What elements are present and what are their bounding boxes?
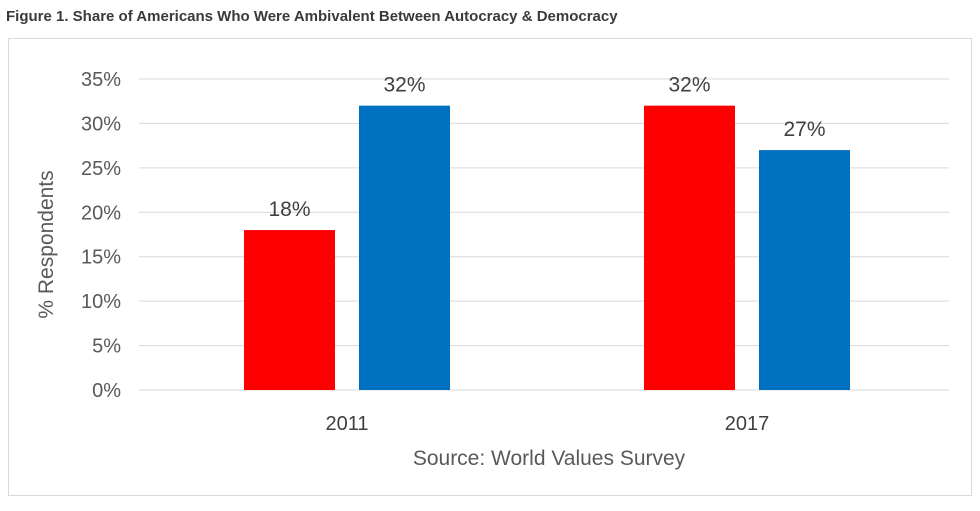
y-axis-title: % Respondents (35, 170, 58, 318)
bar-chart: 0% 5% 10% 15% 20% 25% 30% 35% 18% 32% 32% 27% 2011… (35, 69, 949, 470)
data-label: 18% (268, 198, 310, 221)
y-tick-label: 25% (81, 158, 121, 180)
x-axis-category-labels: 2011 2017 (325, 413, 769, 435)
bar (644, 105, 735, 391)
y-axis-tick-labels: 0% 5% 10% 15% 20% 25% 30% 35% (81, 69, 121, 402)
y-tick-label: 5% (92, 336, 121, 358)
data-label: 32% (383, 74, 425, 97)
y-tick-label: 10% (81, 291, 121, 313)
y-tick-label: 35% (81, 69, 121, 91)
chart-frame: 0% 5% 10% 15% 20% 25% 30% 35% 18% 32% 32% 27% 2011… (8, 38, 972, 496)
data-label: 32% (668, 74, 710, 97)
bar (759, 150, 850, 390)
y-tick-label: 15% (81, 247, 121, 269)
bar (244, 230, 335, 390)
x-category-label: 2011 (325, 413, 368, 435)
y-tick-label: 0% (92, 380, 121, 402)
data-labels: 18% 32% 32% 27% (268, 74, 825, 221)
bar (359, 105, 450, 391)
bars (244, 105, 850, 391)
y-tick-label: 30% (81, 113, 121, 135)
x-category-label: 2017 (725, 413, 770, 435)
figure-title: Figure 1. Share of Americans Who Were Am… (6, 8, 618, 25)
source-label: Source: World Values Survey (413, 447, 686, 470)
y-tick-label: 20% (81, 202, 121, 224)
data-label: 27% (783, 118, 825, 141)
